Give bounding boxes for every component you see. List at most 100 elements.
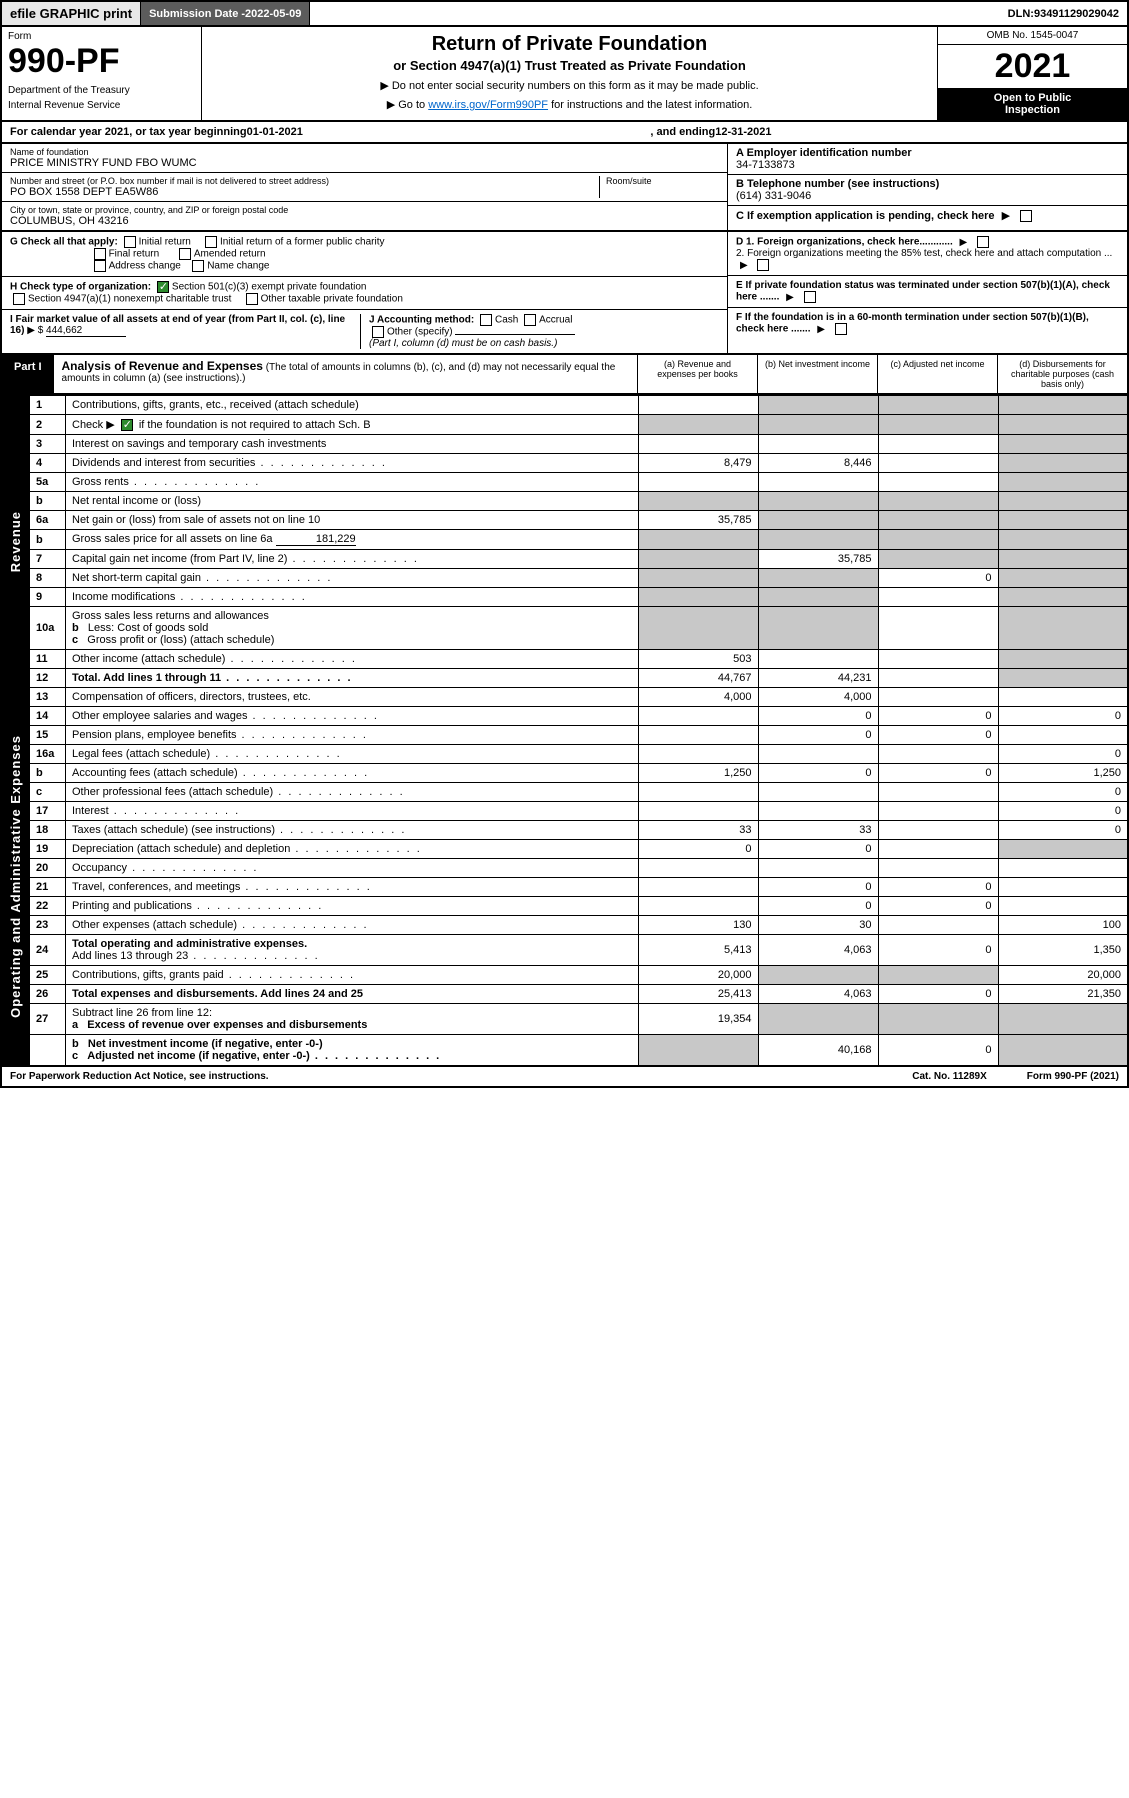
line-num: 5a [30,473,66,492]
g-initial-former-checkbox[interactable] [205,236,217,248]
f-checkbox[interactable] [835,323,847,335]
f-row: F If the foundation is in a 60-month ter… [728,308,1127,339]
r10c-desc: Gross profit or (loss) (attach schedule) [87,634,274,646]
c-checkbox[interactable] [1020,210,1032,222]
cell-value: 40,168 [758,1035,878,1067]
line-desc: Net short-term capital gain [66,569,639,588]
cell-value: 0 [878,726,998,745]
part-1-header: Part I Analysis of Revenue and Expenses … [0,355,1129,395]
d1-checkbox[interactable] [977,236,989,248]
phone: (614) 331-9046 [736,190,1119,202]
line-num: 23 [30,916,66,935]
table-row: 2 Check ▶ if the foundation is not requi… [1,415,1128,435]
instr-2: ▶ Go to www.irs.gov/Form990PF for instru… [212,98,927,111]
cell-value: 0 [758,764,878,783]
cell-value: 0 [998,821,1128,840]
j-accrual-checkbox[interactable] [524,314,536,326]
part-1-title: Analysis of Revenue and Expenses [62,359,263,373]
line-num: 24 [30,935,66,966]
line-desc: Legal fees (attach schedule) [66,745,639,764]
cell-value: 35,785 [758,550,878,569]
part-1-title-cell: Analysis of Revenue and Expenses (The to… [54,355,637,393]
line-num: 26 [30,985,66,1004]
r24-desc2: Add lines 13 through 23 [72,950,320,962]
r2-post: if the foundation is not required to att… [139,419,371,431]
form-ref: Form 990-PF (2021) [1027,1071,1119,1082]
line-num: 11 [30,650,66,669]
city: COLUMBUS, OH 43216 [10,215,719,227]
h-label: H Check type of organization: [10,282,151,293]
r27-desc: Subtract line 26 from line 12: [72,1007,212,1019]
line-desc: Total operating and administrative expen… [66,935,639,966]
room-label: Room/suite [606,176,719,186]
j-cash-checkbox[interactable] [480,314,492,326]
h-501c3-checkbox[interactable] [157,281,169,293]
foundation-name: PRICE MINISTRY FUND FBO WUMC [10,157,719,169]
table-row: 25 Contributions, gifts, grants paid 20,… [1,966,1128,985]
column-headers: (a) Revenue and expenses per books (b) N… [637,355,1127,393]
address-cell: Number and street (or P.O. box number if… [2,173,727,202]
open-line2: Inspection [942,104,1123,116]
arrow-icon: ▶ [817,324,825,335]
checks-left: G Check all that apply: Initial return I… [2,232,727,353]
table-row: Revenue 1 Contributions, gifts, grants, … [1,396,1128,415]
line-num: b [30,492,66,511]
foundation-name-label: Name of foundation [10,147,719,157]
cell-value: 20,000 [998,966,1128,985]
entity-left: Name of foundation PRICE MINISTRY FUND F… [2,144,727,230]
g-name-checkbox[interactable] [192,260,204,272]
efile-print-button[interactable]: efile GRAPHIC print [2,2,141,25]
line-desc: Contributions, gifts, grants, etc., rece… [66,396,639,415]
form990pf-link[interactable]: www.irs.gov/Form990PF [428,99,548,111]
r10b-desc: Less: Cost of goods sold [88,622,208,634]
line-num: 8 [30,569,66,588]
e-checkbox[interactable] [804,291,816,303]
line-desc: Taxes (attach schedule) (see instruction… [66,821,639,840]
line-num: 7 [30,550,66,569]
calendar-year-row: For calendar year 2021, or tax year begi… [0,122,1129,144]
line-desc: Other income (attach schedule) [66,650,639,669]
line-num: 27 [30,1004,66,1035]
j-note: (Part I, column (d) must be on cash basi… [369,338,557,349]
cell-value: 0 [638,840,758,859]
h-row: H Check type of organization: Section 50… [2,277,727,310]
cell-value: 0 [758,707,878,726]
line-num: 21 [30,878,66,897]
instr-2-pre: ▶ Go to [387,99,428,111]
ein-cell: A Employer identification number 34-7133… [728,144,1127,175]
ein: 34-7133873 [736,159,1119,171]
cell-value: 30 [758,916,878,935]
cell-value: 0 [998,802,1128,821]
part-1-table: Revenue 1 Contributions, gifts, grants, … [0,395,1129,1067]
table-row: 21 Travel, conferences, and meetings 0 0 [1,878,1128,897]
line-desc: Net gain or (loss) from sale of assets n… [66,511,639,530]
form-header: Form 990-PF Department of the Treasury I… [0,27,1129,122]
line-desc: Travel, conferences, and meetings [66,878,639,897]
line-num: 15 [30,726,66,745]
cell-value: 0 [878,878,998,897]
submission-date-value: 2022-05-09 [245,8,301,20]
table-row: 8 Net short-term capital gain 0 [1,569,1128,588]
line-desc: Interest [66,802,639,821]
g-amended-checkbox[interactable] [179,248,191,260]
table-row: 14 Other employee salaries and wages 0 0… [1,707,1128,726]
g-address-label: Address change [109,261,181,272]
g-address-checkbox[interactable] [94,260,106,272]
table-row: 9 Income modifications [1,588,1128,607]
h-4947-checkbox[interactable] [13,293,25,305]
cal-pre: For calendar year 2021, or tax year begi… [10,126,247,138]
g-final-checkbox[interactable] [94,248,106,260]
h-other-checkbox[interactable] [246,293,258,305]
entity-right: A Employer identification number 34-7133… [727,144,1127,230]
d2-checkbox[interactable] [757,259,769,271]
top-bar: efile GRAPHIC print Submission Date - 20… [0,0,1129,27]
h-501c3-label: Section 501(c)(3) exempt private foundat… [172,282,367,293]
d2-label: 2. Foreign organizations meeting the 85%… [736,248,1112,259]
g-initial-checkbox[interactable] [124,236,136,248]
address-label: Number and street (or P.O. box number if… [10,176,599,186]
j-other-checkbox[interactable] [372,326,384,338]
sch-b-checkbox[interactable] [121,419,133,431]
phone-cell: B Telephone number (see instructions) (6… [728,175,1127,206]
r24-desc1: Total operating and administrative expen… [72,938,307,950]
cell-value: 4,063 [758,985,878,1004]
